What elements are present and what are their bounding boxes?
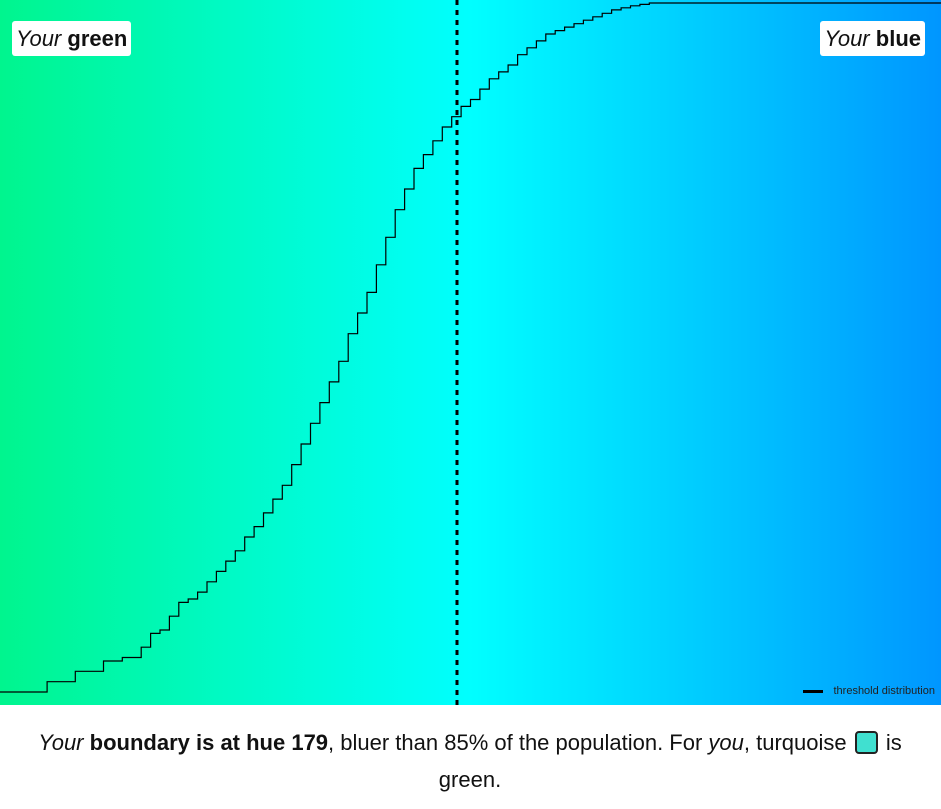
caption-middle: , bluer than 85% of the population. For (328, 730, 709, 755)
hue-gradient-background (0, 0, 941, 705)
legend-label: threshold distribution (833, 685, 935, 697)
caption-end: is green. (438, 730, 902, 792)
caption-your: Your (38, 730, 84, 755)
legend-line-swatch (803, 689, 824, 693)
green-label: Your green (12, 21, 132, 56)
chart-area: Your green Your blue threshold distribut… (0, 0, 941, 705)
caption-turquoise: , turquoise (743, 730, 847, 755)
turquoise-swatch (854, 731, 878, 754)
blue-label-word: blue (875, 26, 921, 51)
caption-you: you (708, 730, 744, 755)
result-caption: Your boundary is at hue 179, bluer than … (20, 724, 920, 798)
hue-chart (0, 0, 941, 705)
threshold-distribution-line (0, 2, 941, 693)
blue-label-prefix: Your (824, 26, 870, 51)
green-label-prefix: Your (16, 26, 62, 51)
green-label-word: green (67, 26, 128, 51)
caption-boundary: boundary is at hue 179 (89, 730, 329, 755)
blue-label: Your blue (820, 21, 925, 56)
chart-legend: threshold distribution (803, 685, 935, 697)
